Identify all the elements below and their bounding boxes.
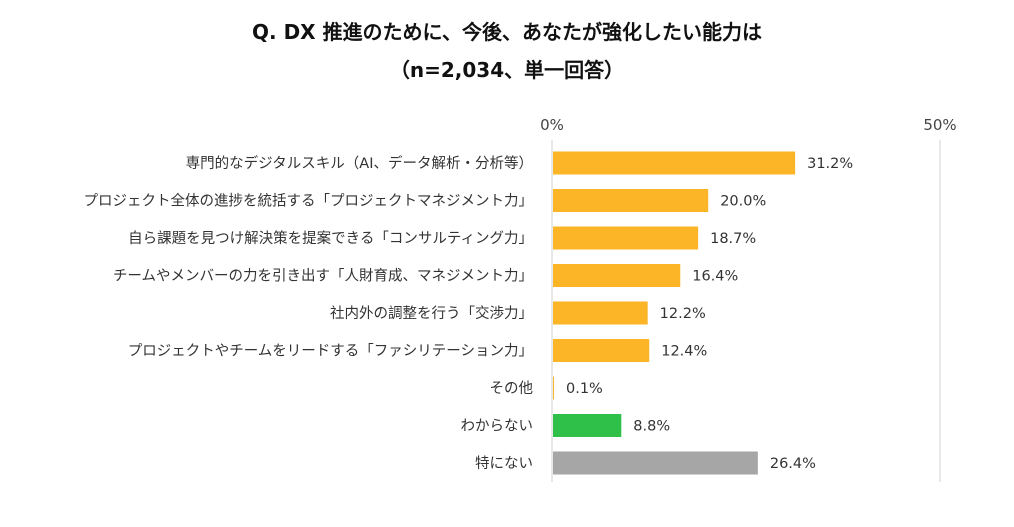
category-label: チームやメンバーの力を引き出す「人財育成、マネジメント力」 xyxy=(113,268,533,285)
value-label: 16.4% xyxy=(692,269,738,285)
chart-title: Q. DX 推進のために、今後、あなたが強化したい能力は xyxy=(252,20,762,44)
category-label: プロジェクトやチームをリードする「ファシリテーション力」 xyxy=(128,343,533,360)
category-label: 自ら課題を見つけ解決策を提案できる「コンサルティング力」 xyxy=(128,229,533,247)
bar xyxy=(553,226,699,250)
category-label: プロジェクト全体の進捗を統括する「プロジェクトマネジメント力」 xyxy=(84,192,534,210)
value-label: 12.4% xyxy=(661,344,707,360)
bar xyxy=(553,264,681,287)
x-tick-label: 50% xyxy=(923,116,956,134)
value-label: 20.0% xyxy=(720,194,766,210)
bar xyxy=(553,376,554,400)
category-label: 特にない xyxy=(475,455,533,472)
bar xyxy=(553,189,709,212)
category-label: 社内外の調整を行う「交渉力」 xyxy=(330,304,533,322)
category-label: 専門的なデジタルスキル（AI、データ解析・分析等） xyxy=(186,154,533,172)
bar xyxy=(553,451,758,475)
value-label: 12.2% xyxy=(660,306,706,322)
value-label: 0.1% xyxy=(566,381,603,397)
value-label: 31.2% xyxy=(807,156,853,172)
bar xyxy=(553,414,622,437)
bar xyxy=(553,301,648,325)
value-label: 8.8% xyxy=(633,419,670,435)
bar xyxy=(553,339,650,362)
x-tick-label: 0% xyxy=(540,116,564,134)
category-label: その他 xyxy=(490,380,534,397)
bar xyxy=(553,151,796,175)
value-label: 18.7% xyxy=(710,231,756,247)
category-label: わからない xyxy=(461,418,534,435)
chart-subtitle: （n=2,034、単一回答） xyxy=(389,58,625,82)
value-label: 26.4% xyxy=(770,456,816,472)
